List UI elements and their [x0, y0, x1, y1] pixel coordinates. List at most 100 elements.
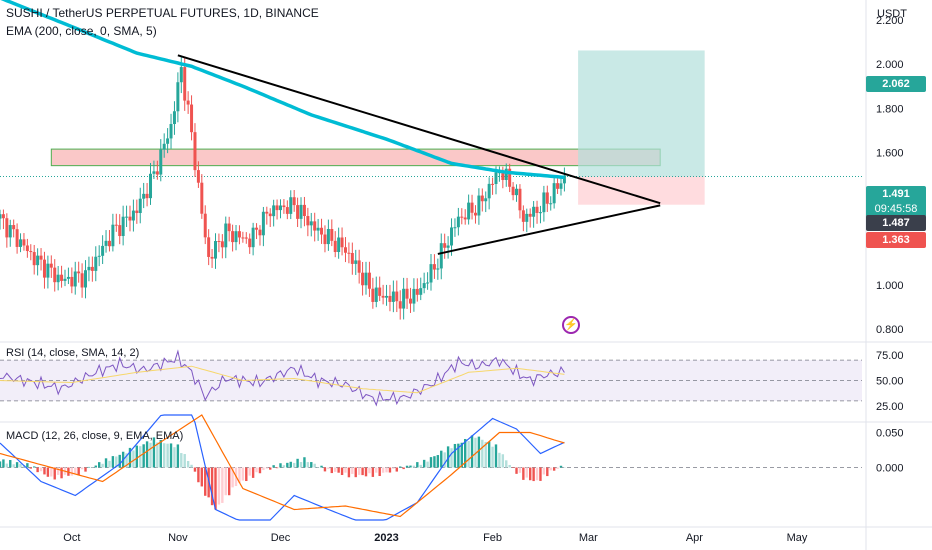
macd-label[interactable]: MACD (12, 26, close, 9, EMA, EMA) — [6, 430, 184, 442]
macd-histogram-bar — [535, 467, 539, 481]
macd-histogram-bar — [193, 467, 197, 472]
candle — [94, 256, 98, 271]
macd-histogram-bar — [412, 465, 416, 468]
rsi-tick-label: 25.00 — [876, 401, 904, 413]
macd-histogram-bar — [546, 467, 549, 477]
candle — [90, 266, 94, 271]
macd-histogram-bar — [29, 467, 32, 469]
macd-histogram-bar — [532, 467, 535, 482]
macd-histogram-bar — [115, 456, 118, 468]
candle — [528, 213, 532, 217]
macd-histogram-bar — [84, 467, 87, 472]
macd-histogram-bar — [515, 467, 518, 474]
macd-histogram-bar — [204, 467, 207, 496]
macd-histogram-bar — [467, 440, 470, 468]
rsi-label[interactable]: RSI (14, close, SMA, 14, 2) — [6, 347, 140, 359]
macd-histogram-bar — [337, 467, 340, 473]
macd-histogram-bar — [487, 441, 491, 468]
macd-histogram-bar — [525, 467, 528, 478]
lightning-icon[interactable]: ⚡ — [562, 316, 580, 334]
macd-histogram-bar — [344, 467, 347, 473]
macd-histogram-bar — [351, 467, 354, 474]
macd-histogram-bar — [436, 455, 440, 468]
candle — [491, 183, 495, 185]
candle — [313, 221, 317, 231]
candle — [367, 272, 371, 289]
macd-histogram-bar — [70, 467, 74, 476]
candle — [87, 266, 91, 271]
candle — [388, 295, 392, 302]
candle — [220, 241, 224, 248]
macd-histogram-bar — [173, 447, 176, 468]
price-tick-label: 0.800 — [876, 324, 904, 336]
candle — [176, 82, 180, 112]
macd-line — [0, 414, 565, 521]
macd-histogram-bar — [156, 442, 159, 468]
macd-histogram-bar — [91, 467, 94, 468]
candle — [183, 67, 187, 101]
macd-histogram-bar — [80, 467, 84, 470]
macd-histogram-bar — [542, 467, 546, 475]
date-tick-label: Apr — [686, 532, 703, 544]
macd-histogram-bar — [97, 462, 101, 468]
macd-histogram-bar — [77, 467, 80, 475]
macd-histogram-bar — [224, 467, 227, 496]
ema-price-tag: 1.487 — [866, 215, 926, 231]
candle — [289, 197, 293, 214]
macd-histogram-bar — [528, 467, 532, 481]
candle — [347, 252, 351, 254]
macd-histogram-bar — [491, 446, 494, 468]
macd-histogram-bar — [15, 462, 19, 468]
macd-histogram-bar — [56, 467, 60, 475]
date-tick-label: Oct — [63, 532, 80, 544]
macd-histogram-bar — [303, 457, 306, 468]
candle — [487, 183, 491, 199]
macd-histogram-bar — [245, 467, 248, 482]
macd-histogram-bar — [39, 467, 43, 472]
candle — [337, 237, 341, 253]
macd-histogram-bar — [563, 467, 566, 468]
macd-histogram-bar — [323, 467, 327, 472]
macd-histogram-bar — [101, 463, 104, 468]
macd-tick-label: 0.000 — [876, 463, 904, 475]
macd-histogram-bar — [94, 465, 97, 468]
ema-indicator-label[interactable]: EMA (200, close, 0, SMA, 5) — [6, 24, 157, 38]
macd-histogram-bar — [26, 463, 29, 468]
target-zone — [578, 50, 705, 177]
macd-histogram-bar — [190, 464, 193, 468]
candle — [323, 234, 327, 245]
candle — [292, 197, 296, 206]
stop-price-tag: 1.363 — [866, 232, 926, 248]
countdown-tag: 09:45:58 — [866, 201, 926, 217]
macd-histogram-bar — [159, 440, 162, 468]
macd-histogram-bar — [186, 460, 190, 468]
macd-histogram-bar — [33, 466, 36, 468]
candle — [275, 205, 279, 211]
macd-histogram-bar — [402, 467, 405, 470]
candle — [265, 211, 269, 214]
candle — [241, 237, 245, 239]
candle — [419, 288, 423, 295]
candle — [453, 227, 457, 229]
macd-histogram-bar — [104, 458, 108, 468]
macd-histogram-bar — [313, 463, 316, 468]
candle — [391, 291, 395, 302]
candle — [306, 216, 310, 226]
macd-histogram-bar — [371, 467, 375, 477]
macd-histogram-bar — [108, 460, 111, 468]
candle — [46, 263, 50, 278]
candle — [402, 288, 406, 309]
candle — [77, 271, 81, 274]
stop-zone — [578, 176, 705, 205]
candle — [66, 276, 70, 279]
candle — [282, 205, 286, 208]
macd-histogram-bar — [74, 467, 77, 474]
macd-histogram-bar — [511, 467, 515, 468]
macd-histogram-bar — [416, 462, 419, 468]
macd-histogram-bar — [498, 452, 501, 468]
candle — [70, 276, 74, 287]
candle — [357, 260, 361, 273]
candle — [248, 238, 252, 248]
rsi-tick-label: 50.00 — [876, 376, 904, 388]
